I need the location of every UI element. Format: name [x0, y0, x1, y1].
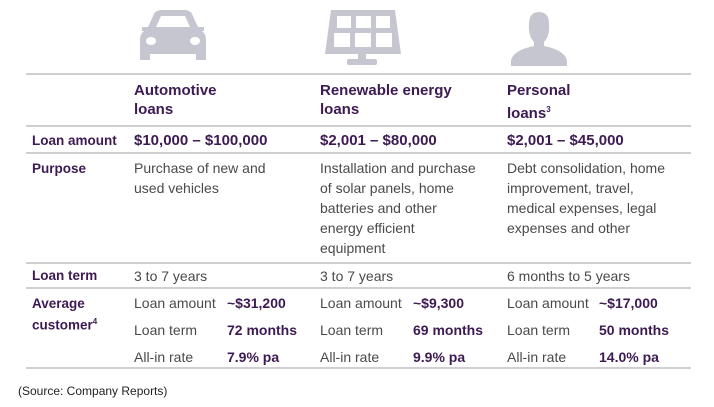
source-note: (Source: Company Reports) [18, 384, 168, 398]
divider [26, 152, 691, 154]
row-label-average-customer: Average customer4 [32, 296, 98, 333]
purpose-renewable: Installation and purchase of solar panels… [320, 160, 476, 256]
avg-rate-personal: 14.0% pa [599, 349, 659, 365]
avg-label-rate: All-in rate [320, 349, 380, 365]
column-header-personal: Personal loans3 [507, 82, 571, 122]
divider [26, 262, 691, 264]
avg-label-amount: Loan amount [320, 295, 402, 311]
loan-term-automotive: 3 to 7 years [134, 268, 208, 284]
divider [26, 125, 691, 127]
divider [26, 287, 691, 289]
row-label-loan-amount: Loan amount [32, 133, 117, 148]
avg-label-amount: Loan amount [134, 295, 216, 311]
avg-amount-renewable: ~$9,300 [413, 295, 464, 311]
loan-amount-renewable: $2,001 – $80,000 [320, 132, 437, 149]
avg-amount-automotive: ~$31,200 [227, 295, 286, 311]
purpose-automotive: Purchase of new and used vehicles [134, 160, 266, 196]
avg-label-term: Loan term [134, 322, 198, 338]
person-icon [511, 12, 567, 66]
purpose-personal: Debt consolidation, home improvement, tra… [507, 160, 665, 236]
loan-amount-personal: $2,001 – $45,000 [507, 132, 624, 149]
avg-label-term: Loan term [320, 322, 384, 338]
divider [26, 367, 691, 369]
avg-rate-renewable: 9.9% pa [413, 349, 466, 365]
avg-label-rate: All-in rate [134, 349, 194, 365]
column-header-renewable: Renewable energy loans [320, 82, 452, 118]
avg-rate-automotive: 7.9% pa [227, 349, 280, 365]
row-label-purpose: Purpose [32, 161, 87, 176]
avg-label-amount: Loan amount [507, 295, 589, 311]
loan-term-personal: 6 months to 5 years [507, 268, 630, 284]
solar-panel-icon [325, 10, 401, 65]
row-label-loan-term: Loan term [32, 268, 98, 283]
divider [26, 73, 691, 75]
avg-term-automotive: 72 months [227, 322, 298, 338]
avg-amount-personal: ~$17,000 [599, 295, 658, 311]
loan-term-renewable: 3 to 7 years [320, 268, 394, 284]
avg-label-rate: All-in rate [507, 349, 567, 365]
avg-term-personal: 50 months [599, 322, 670, 338]
avg-term-renewable: 69 months [413, 322, 484, 338]
car-icon [140, 10, 206, 60]
column-header-automotive: Automotive loans [134, 82, 217, 118]
avg-label-term: Loan term [507, 322, 571, 338]
loan-amount-automotive: $10,000 – $100,000 [134, 132, 268, 149]
